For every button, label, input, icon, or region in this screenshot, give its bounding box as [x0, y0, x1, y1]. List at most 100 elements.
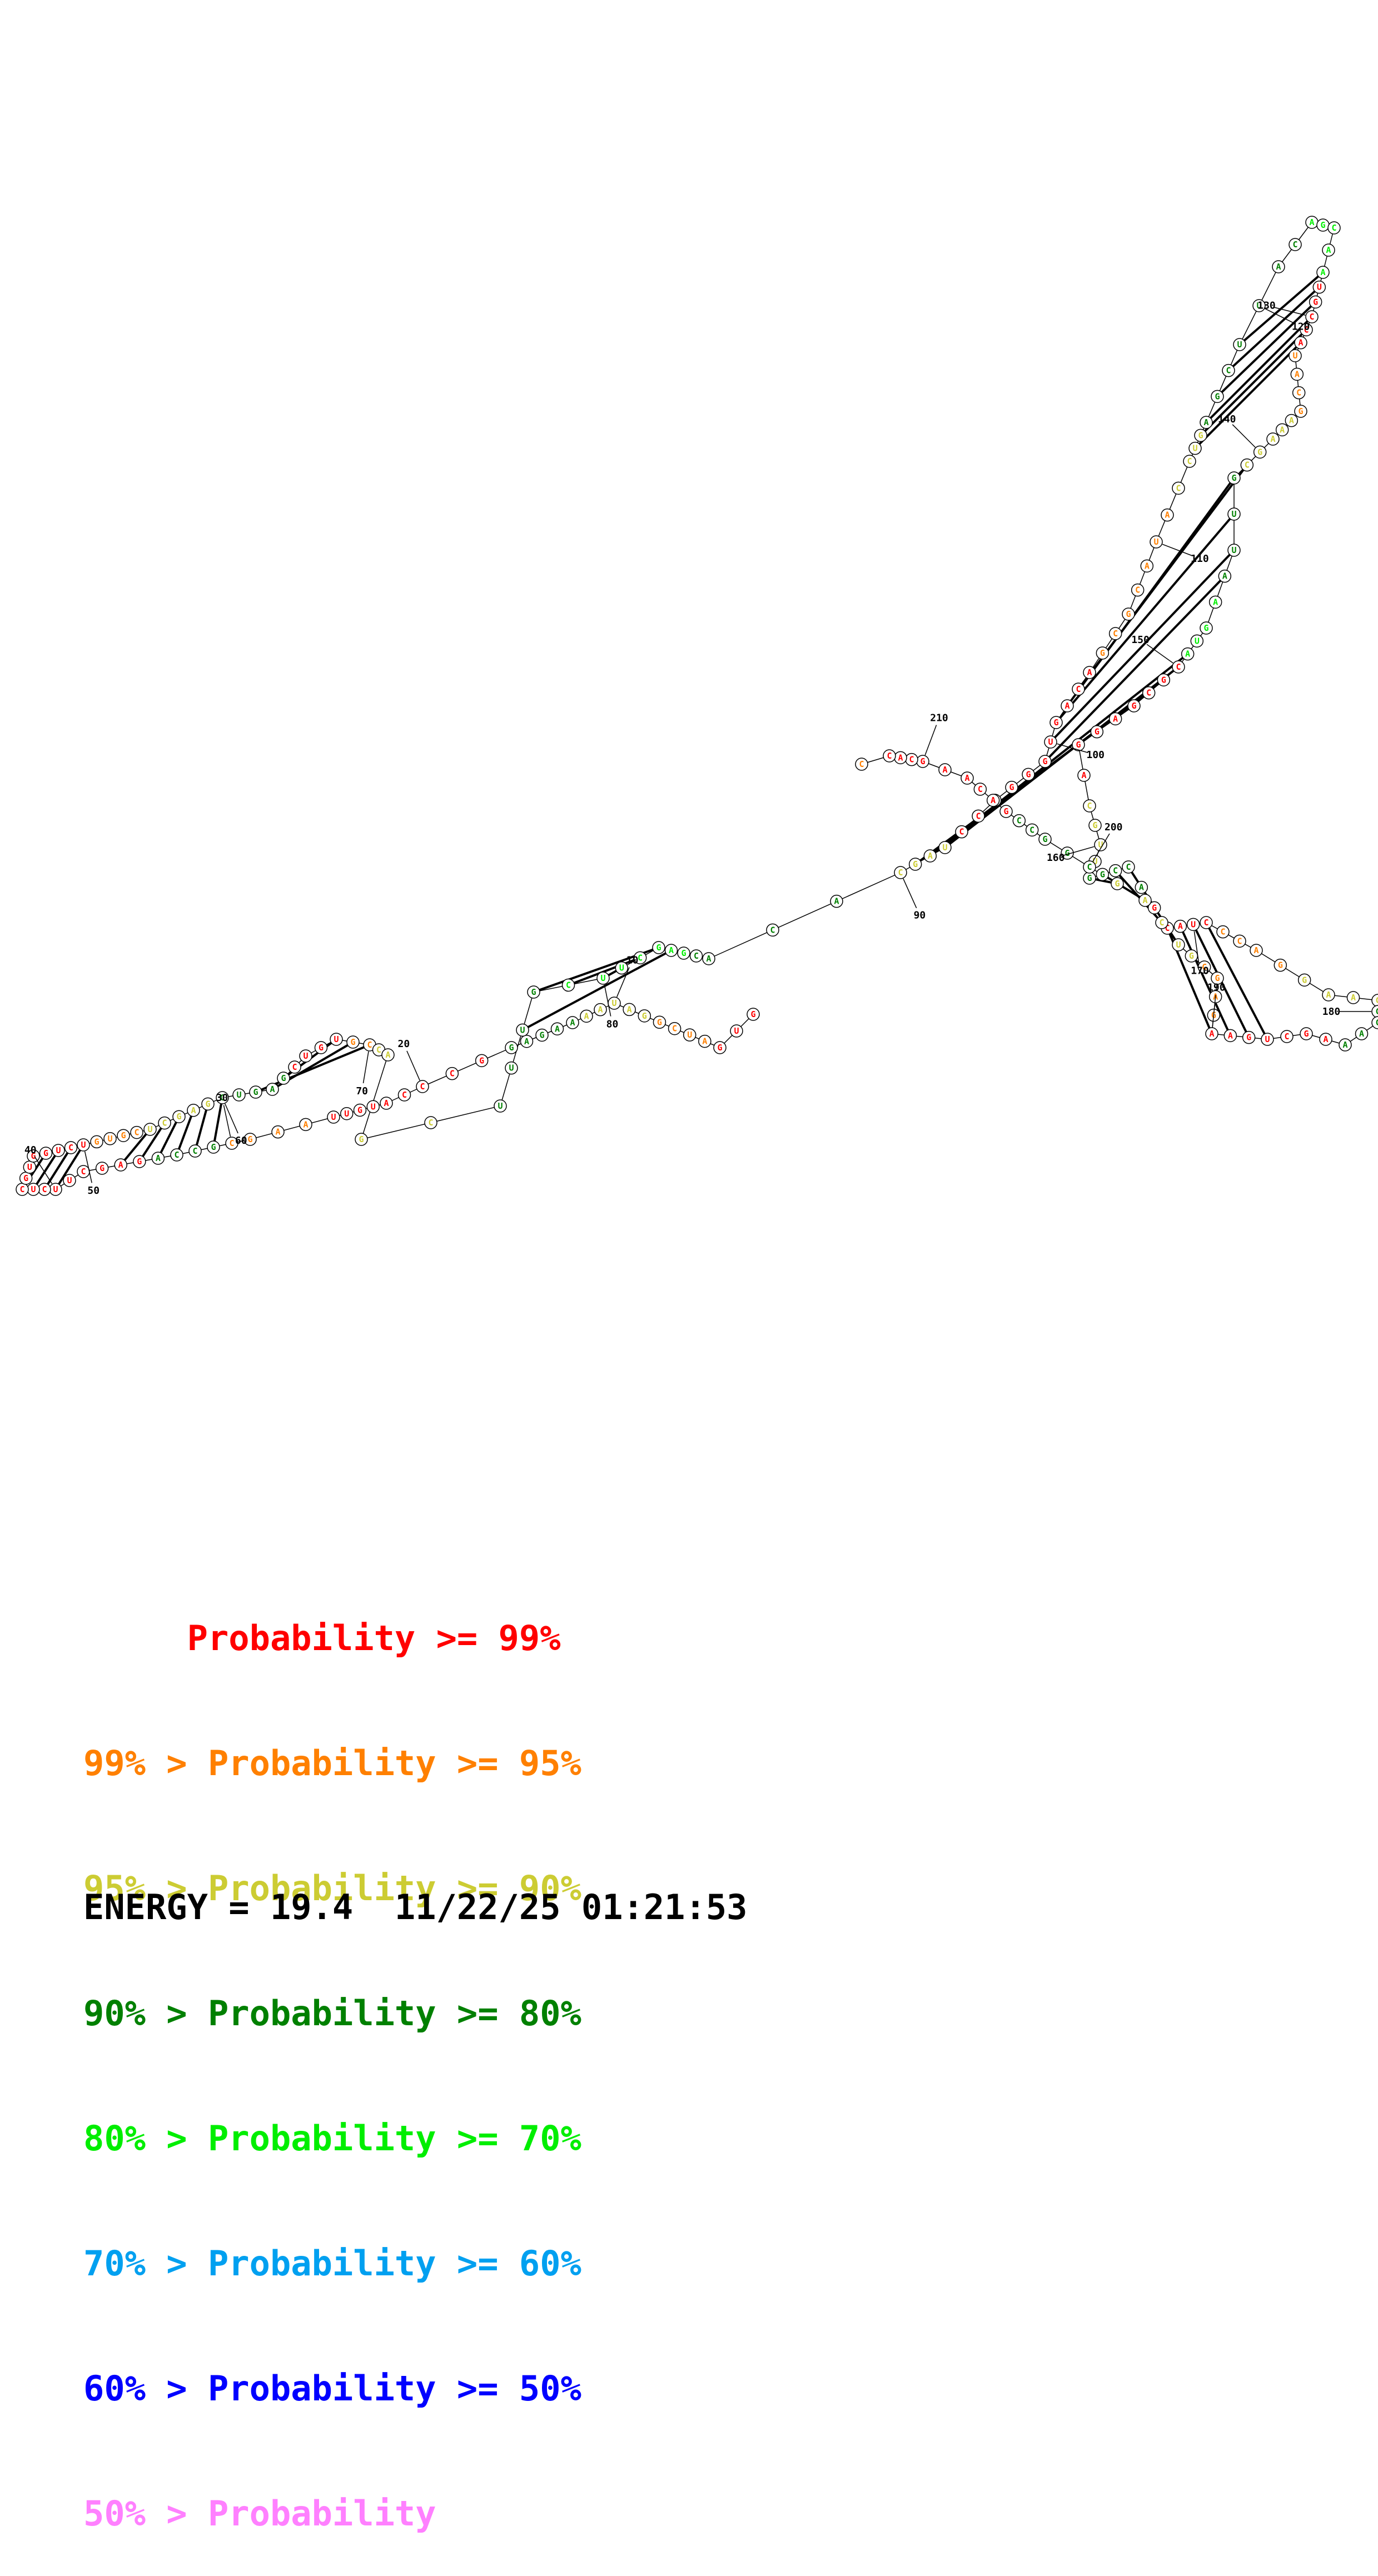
nucleotide: C: [1026, 824, 1038, 836]
nucleotide-letter: U: [27, 1162, 32, 1172]
nucleotide-letter: U: [600, 973, 605, 983]
base-pairs: [22, 272, 1323, 1189]
backbone-segment: [773, 901, 837, 930]
nucleotide: G: [250, 1086, 262, 1098]
nucleotide-letter: A: [303, 1119, 308, 1129]
nucleotide: G: [476, 1054, 488, 1067]
nucleotide: C: [1132, 584, 1144, 596]
nucleotide: C: [16, 1183, 28, 1195]
legend-item: 90% > Probability >= 80%: [83, 1992, 581, 2034]
nucleotide-letter: U: [1195, 636, 1200, 646]
nucleotide: C: [1281, 1030, 1293, 1043]
legend-item: 50% > Probability: [83, 2493, 581, 2534]
nucleotide-letter: U: [67, 1175, 72, 1185]
nucleotide: A: [987, 794, 999, 806]
nucleotide-letter: A: [964, 773, 969, 783]
backbone-segment: [361, 1055, 388, 1139]
nucleotide-letter: A: [1228, 1030, 1233, 1040]
nucleotide: G: [277, 1072, 290, 1084]
nucleotide-letter: C: [229, 1138, 234, 1148]
nucleotide-letter: C: [402, 1090, 407, 1100]
nucleotide: A: [1110, 712, 1122, 725]
nucleotide-letter: U: [56, 1145, 61, 1155]
position-label: 60: [235, 1135, 247, 1147]
position-label: 210: [930, 712, 948, 724]
nucleotide: U: [608, 997, 620, 1009]
nucleotide: C: [416, 1080, 429, 1093]
position-label: 200: [1105, 821, 1123, 833]
nucleotide: A: [1218, 570, 1231, 582]
nucleotide-letter: C: [1292, 240, 1297, 250]
position-label: 190: [1207, 981, 1226, 993]
nucleotide-letter: G: [1320, 220, 1325, 230]
nucleotide: C: [956, 826, 968, 838]
nucleotide-letter: C: [1087, 862, 1092, 872]
nucleotide: A: [830, 895, 843, 908]
nucleotide: G: [653, 941, 665, 954]
position-label: 160: [1047, 852, 1065, 864]
nucleotide-letter: A: [1309, 217, 1314, 227]
nucleotide: C: [1233, 935, 1246, 947]
nucleotide: U: [104, 1133, 116, 1145]
position-label: 80: [606, 1018, 619, 1030]
nucleotide-letter: U: [520, 1025, 525, 1035]
nucleotide-letter: U: [1191, 919, 1196, 929]
position-label: 50: [87, 1185, 100, 1197]
nucleotide-letter: G: [176, 1112, 181, 1122]
nucleotide: C: [1110, 627, 1122, 640]
position-label: 140: [1218, 413, 1236, 425]
nucleotide-letter: G: [539, 1030, 544, 1040]
nucleotide: C: [767, 924, 779, 936]
nucleotide-letter: C: [1284, 1032, 1289, 1042]
nucleotide: C: [1183, 455, 1196, 467]
nucleotide: U: [939, 841, 951, 854]
nucleotide-letter: U: [236, 1090, 241, 1100]
nucleotide: A: [1161, 509, 1173, 521]
nucleotides: GUGAUCGGAUAAAAGAGGCCCAUGUUAAGCGCCAGAGCUU…: [16, 216, 1378, 1195]
nucleotide-letter: A: [942, 765, 947, 775]
nucleotide-letter: G: [1215, 391, 1220, 401]
nucleotide-letter: U: [1048, 737, 1053, 747]
nucleotide-letter: U: [81, 1140, 86, 1150]
nucleotide: U: [327, 1111, 340, 1123]
nucleotide-letter: U: [147, 1124, 152, 1134]
nucleotide: A: [521, 1035, 533, 1048]
nucleotide-letter: G: [1053, 718, 1058, 728]
nucleotide: A: [1347, 991, 1360, 1004]
nucleotide: G: [917, 755, 929, 768]
nucleotide-letter: C: [909, 755, 914, 765]
nucleotide: G: [1295, 405, 1307, 417]
nucleotide-letter: U: [1231, 545, 1236, 555]
nucleotide-letter: A: [384, 1098, 389, 1108]
nucleotide: A: [1174, 920, 1186, 933]
backbone-segment: [431, 1106, 500, 1123]
nucleotide-letter: A: [1253, 945, 1258, 955]
nucleotide-letter: A: [1113, 714, 1118, 724]
nucleotide: G: [1254, 446, 1266, 458]
nucleotide-letter: C: [694, 951, 699, 961]
nucleotide-letter: G: [1009, 783, 1014, 793]
nucleotide-letter: C: [672, 1024, 677, 1034]
probability-legend: Probability >= 99% 99% > Probability >= …: [83, 1534, 581, 2576]
position-label: 110: [1191, 553, 1209, 565]
nucleotide: A: [594, 1004, 606, 1016]
nucleotide: A: [623, 1003, 635, 1015]
nucleotide-letter: G: [1003, 806, 1008, 816]
nucleotide-letter: A: [1209, 1029, 1214, 1039]
nucleotide: U: [330, 1033, 342, 1045]
nucleotide: G: [1195, 429, 1207, 441]
nucleotide: U: [49, 1183, 62, 1195]
nucleotide: U: [1191, 635, 1203, 647]
nucleotide: U: [300, 1050, 312, 1062]
nucleotide: G: [347, 1036, 359, 1048]
nucleotide: G: [133, 1155, 146, 1168]
nucleotide: C: [1293, 387, 1305, 399]
nucleotide: C: [1222, 365, 1235, 377]
nucleotide-letter: C: [1296, 388, 1301, 398]
nucleotide-letter: A: [627, 1004, 632, 1014]
nucleotide: G: [1300, 1028, 1312, 1040]
nucleotide-letter: G: [1304, 1029, 1309, 1039]
nucleotide-letter: C: [1087, 801, 1092, 811]
nucleotide: A: [1078, 769, 1090, 781]
nucleotide: U: [1261, 1033, 1273, 1045]
